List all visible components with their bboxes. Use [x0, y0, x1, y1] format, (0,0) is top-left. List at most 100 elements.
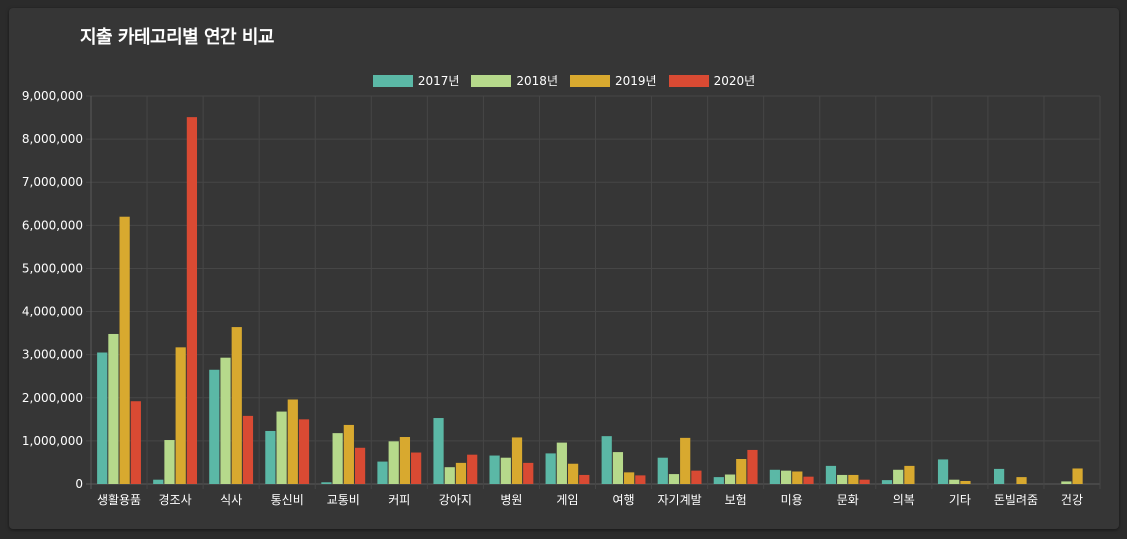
- bar: [399, 437, 411, 484]
- bar: [377, 461, 388, 484]
- x-tick-label: 병원: [500, 493, 522, 507]
- y-tick-label: 0: [75, 477, 83, 491]
- legend-swatch: [668, 74, 709, 87]
- bar: [993, 468, 1005, 484]
- legend-label: 2018년: [516, 74, 558, 88]
- x-tick-label: 경조사: [159, 493, 192, 507]
- bar: [848, 474, 859, 484]
- bar: [108, 333, 119, 484]
- bar: [769, 469, 780, 484]
- bar: [803, 476, 814, 484]
- bar: [624, 472, 635, 484]
- bar: [792, 471, 803, 484]
- x-tick-label: 식사: [220, 493, 242, 507]
- y-tick-label: 9,000,000: [22, 89, 83, 103]
- chart-title: 지출 카테고리별 연간 비교: [80, 27, 274, 48]
- bar: [780, 470, 792, 484]
- y-tick-label: 4,000,000: [22, 305, 83, 319]
- x-tick-label: 미용: [781, 493, 803, 507]
- bar: [298, 419, 310, 484]
- bar: [321, 482, 332, 484]
- x-tick-label: 통신비: [271, 493, 304, 507]
- legend-swatch: [471, 74, 512, 87]
- bar: [265, 430, 276, 484]
- y-tick-label: 3,000,000: [22, 348, 83, 362]
- bar: [164, 440, 175, 484]
- bar: [691, 470, 702, 484]
- bar: [668, 474, 680, 484]
- bar: [579, 474, 590, 484]
- x-tick-label: 커피: [388, 493, 410, 507]
- y-tick-label: 1,000,000: [22, 434, 83, 448]
- bar: [825, 465, 837, 484]
- x-tick-label: 강아지: [439, 493, 472, 507]
- bar: [433, 418, 444, 484]
- bar: [881, 480, 893, 484]
- bar: [388, 441, 399, 484]
- bar: [231, 327, 242, 484]
- bar: [343, 424, 354, 484]
- x-tick-label: 자기계발: [657, 493, 701, 507]
- legend-item-4[interactable]: 2020년: [668, 72, 756, 89]
- bar: [893, 469, 904, 484]
- legend-swatch: [372, 74, 413, 87]
- bar: [500, 457, 511, 484]
- bar: [556, 442, 567, 484]
- x-tick-label: 게임: [556, 493, 578, 507]
- legend-label: 2020년: [713, 74, 756, 88]
- bar: [97, 352, 108, 484]
- y-tick-label: 2,000,000: [22, 391, 83, 405]
- bar: [186, 117, 198, 484]
- bar: [209, 369, 220, 484]
- bar: [713, 477, 724, 484]
- bar: [567, 463, 579, 484]
- bar: [175, 347, 186, 484]
- bar: [220, 357, 231, 484]
- bar: [680, 437, 691, 484]
- y-tick-label: 8,000,000: [22, 132, 83, 146]
- x-tick-label: 의복: [893, 493, 915, 507]
- chart-legend: 2017년 2018년 2019년 2020년: [9, 72, 1119, 89]
- x-tick-label: 돈빌려줌: [994, 493, 1038, 507]
- bar: [747, 449, 758, 484]
- bar: [657, 457, 668, 484]
- bar: [332, 433, 343, 484]
- bar: [276, 411, 287, 484]
- bar: [859, 479, 870, 484]
- y-tick-label: 6,000,000: [22, 218, 83, 232]
- bar: [242, 415, 254, 484]
- legend-swatch: [570, 74, 610, 87]
- legend-label: 2019년: [615, 74, 657, 88]
- bar: [612, 452, 624, 484]
- x-tick-label: 문화: [837, 493, 859, 507]
- bar: [119, 216, 130, 484]
- bar: [455, 462, 467, 484]
- bar: [635, 475, 646, 484]
- bar: [1016, 477, 1027, 484]
- bar: [1061, 481, 1072, 484]
- bar: [467, 454, 478, 484]
- bar: [837, 474, 848, 484]
- bar: [511, 437, 523, 484]
- legend-item-3[interactable]: 2019년: [570, 72, 657, 89]
- bar: [130, 401, 141, 484]
- x-tick-label: 교통비: [327, 493, 360, 507]
- bar: [354, 447, 366, 484]
- bar: [949, 479, 960, 484]
- bar: [523, 462, 534, 484]
- bar: [411, 452, 422, 484]
- bar: [960, 480, 971, 484]
- bar: [736, 458, 747, 484]
- bar: [601, 436, 612, 484]
- bar: [724, 474, 736, 484]
- x-tick-label: 건강: [1061, 493, 1083, 507]
- legend-item-2[interactable]: 2018년: [471, 72, 558, 89]
- x-tick-label: 기타: [949, 493, 971, 507]
- bar: [444, 467, 455, 484]
- bar: [545, 453, 556, 484]
- legend-item-1[interactable]: 2017년: [372, 72, 459, 89]
- x-tick-label: 생활용품: [97, 493, 141, 507]
- bar: [489, 455, 500, 484]
- bar: [287, 399, 298, 484]
